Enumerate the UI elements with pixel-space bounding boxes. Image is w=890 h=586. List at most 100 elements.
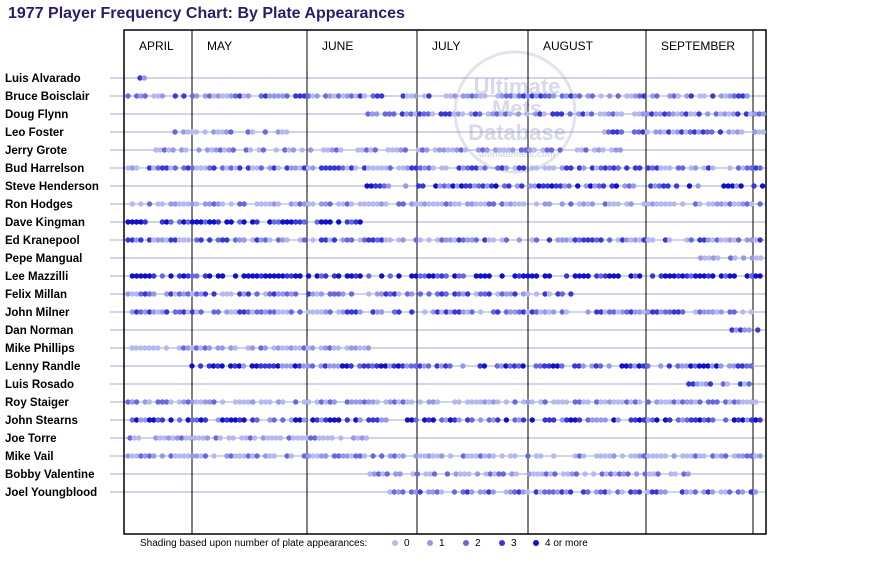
game-dot: [594, 237, 600, 243]
game-dot: [558, 111, 565, 117]
game-dot: [138, 93, 144, 99]
game-dot: [538, 309, 544, 315]
game-dot: [653, 489, 660, 495]
game-dot: [301, 399, 307, 405]
game-dot: [619, 399, 626, 405]
game-dot: [714, 309, 720, 315]
game-dot: [400, 363, 406, 369]
game-dot: [327, 219, 333, 225]
game-dot: [344, 309, 350, 315]
game-dot: [675, 417, 682, 423]
game-dot: [314, 93, 320, 99]
game-dot: [275, 363, 281, 369]
game-dot: [241, 201, 247, 207]
game-dot: [598, 165, 604, 171]
game-dot: [183, 435, 189, 441]
game-dot: [645, 489, 651, 495]
game-dot: [378, 363, 384, 369]
game-dot: [649, 93, 656, 99]
game-dot: [279, 363, 285, 369]
game-dot: [537, 363, 543, 369]
game-dot: [513, 471, 519, 477]
game-dot: [748, 111, 754, 117]
game-dot: [516, 489, 522, 495]
game-dot: [445, 147, 451, 153]
game-dot: [654, 93, 660, 99]
game-dot: [310, 93, 316, 99]
game-dot: [432, 147, 439, 153]
game-dot: [245, 93, 252, 99]
game-dot: [396, 237, 402, 243]
game-dot: [551, 417, 557, 423]
game-dot: [267, 93, 273, 99]
game-dot: [726, 111, 732, 117]
game-dot: [737, 327, 744, 333]
game-dot: [654, 309, 660, 315]
game-dot: [394, 147, 400, 153]
game-dot: [447, 309, 454, 315]
game-dot: [336, 291, 342, 297]
game-dot: [383, 399, 389, 405]
game-dot: [288, 453, 295, 459]
game-dot: [632, 237, 639, 243]
game-dot: [327, 417, 333, 423]
game-dot: [594, 273, 600, 279]
game-dot: [323, 93, 329, 99]
game-dot: [547, 471, 554, 477]
game-dot: [267, 273, 273, 279]
game-dot: [422, 165, 428, 171]
game-dot: [610, 129, 616, 135]
game-dot: [606, 201, 613, 207]
game-dot: [652, 183, 658, 189]
game-dot: [125, 93, 131, 99]
game-dot: [379, 417, 385, 423]
game-dot: [318, 165, 325, 171]
game-dot: [499, 453, 505, 459]
game-dot: [215, 363, 221, 369]
game-dot: [675, 363, 681, 369]
game-dot: [267, 453, 273, 459]
game-dot: [714, 201, 720, 207]
game-dot: [606, 93, 613, 99]
game-dot: [344, 93, 350, 99]
game-dot: [314, 453, 320, 459]
game-dot: [189, 201, 196, 207]
game-dot: [250, 273, 256, 279]
game-dot: [189, 309, 196, 315]
game-dot: [408, 111, 414, 117]
game-dot: [692, 111, 698, 117]
game-dot: [585, 309, 591, 315]
game-dot: [374, 291, 381, 297]
game-dot: [275, 237, 282, 243]
game-dot: [637, 399, 643, 405]
game-dot: [641, 201, 647, 207]
game-dot: [430, 309, 436, 315]
game-dot: [667, 309, 673, 315]
player-label: Ron Hodges: [5, 199, 73, 211]
game-dot: [756, 129, 762, 135]
game-dot: [327, 201, 333, 207]
game-dot: [340, 309, 346, 315]
game-dot: [658, 201, 664, 207]
game-dot: [187, 435, 193, 441]
game-dot: [280, 417, 286, 423]
game-dot: [744, 399, 750, 405]
game-dot: [380, 471, 386, 477]
game-dot: [731, 201, 737, 207]
game-dot: [232, 417, 239, 423]
game-dot: [585, 399, 591, 405]
game-dot: [559, 93, 565, 99]
game-dot: [456, 273, 462, 279]
game-dot: [617, 147, 623, 153]
game-dot: [477, 309, 484, 315]
game-dot: [530, 471, 537, 477]
game-dot: [150, 345, 157, 351]
game-dot: [237, 201, 243, 207]
game-dot: [176, 237, 183, 243]
game-dot: [271, 273, 277, 279]
game-dot: [675, 93, 682, 99]
game-dot: [404, 165, 411, 171]
game-dot: [373, 111, 380, 117]
game-dot: [632, 417, 639, 423]
game-dot: [395, 489, 402, 495]
